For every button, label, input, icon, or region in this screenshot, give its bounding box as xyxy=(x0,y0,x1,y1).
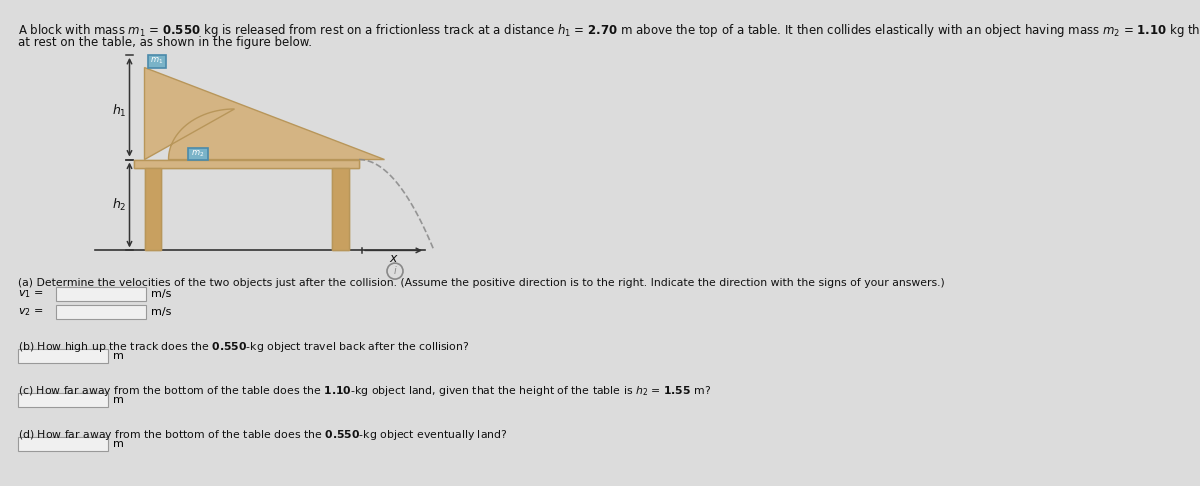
Bar xyxy=(134,159,359,168)
Bar xyxy=(332,168,348,250)
Text: $x$: $x$ xyxy=(389,252,398,265)
Polygon shape xyxy=(144,68,384,159)
Bar xyxy=(18,393,108,407)
Text: m/s: m/s xyxy=(151,289,172,299)
Text: i: i xyxy=(394,266,396,276)
Text: A block with mass $m_1$ = $\bf{0.550}$ kg is released from rest on a frictionles: A block with mass $m_1$ = $\bf{0.550}$ k… xyxy=(18,22,1200,39)
Text: (a) Determine the velocities of the two objects just after the collision. (Assum: (a) Determine the velocities of the two … xyxy=(18,278,944,288)
Bar xyxy=(56,305,146,319)
Text: m: m xyxy=(113,395,124,405)
Text: $v_2$ =: $v_2$ = xyxy=(18,306,43,318)
Text: m: m xyxy=(113,351,124,361)
Text: $h_1$: $h_1$ xyxy=(112,103,126,119)
Bar xyxy=(18,349,108,363)
Text: (d) How far away from the bottom of the table does the $\bf{0.550}$-kg object ev: (d) How far away from the bottom of the … xyxy=(18,428,508,442)
Bar xyxy=(56,287,146,301)
Text: m/s: m/s xyxy=(151,307,172,317)
Bar xyxy=(188,148,208,159)
Bar xyxy=(18,437,108,451)
Bar xyxy=(332,168,348,250)
Bar xyxy=(144,168,161,250)
Text: $h_2$: $h_2$ xyxy=(112,197,126,213)
Text: (c) How far away from the bottom of the table does the $\bf{1.10}$-kg object lan: (c) How far away from the bottom of the … xyxy=(18,384,712,398)
Text: m: m xyxy=(113,439,124,449)
Text: (b) How high up the track does the $\bf{0.550}$-kg object travel back after the : (b) How high up the track does the $\bf{… xyxy=(18,340,469,354)
Text: at rest on the table, as shown in the figure below.: at rest on the table, as shown in the fi… xyxy=(18,36,312,49)
Text: $m_2$: $m_2$ xyxy=(191,149,204,159)
Text: $m_1$: $m_1$ xyxy=(150,56,163,67)
Bar xyxy=(148,55,166,68)
Text: $v_1$ =: $v_1$ = xyxy=(18,288,43,300)
Bar xyxy=(144,168,161,250)
Bar xyxy=(134,159,359,168)
